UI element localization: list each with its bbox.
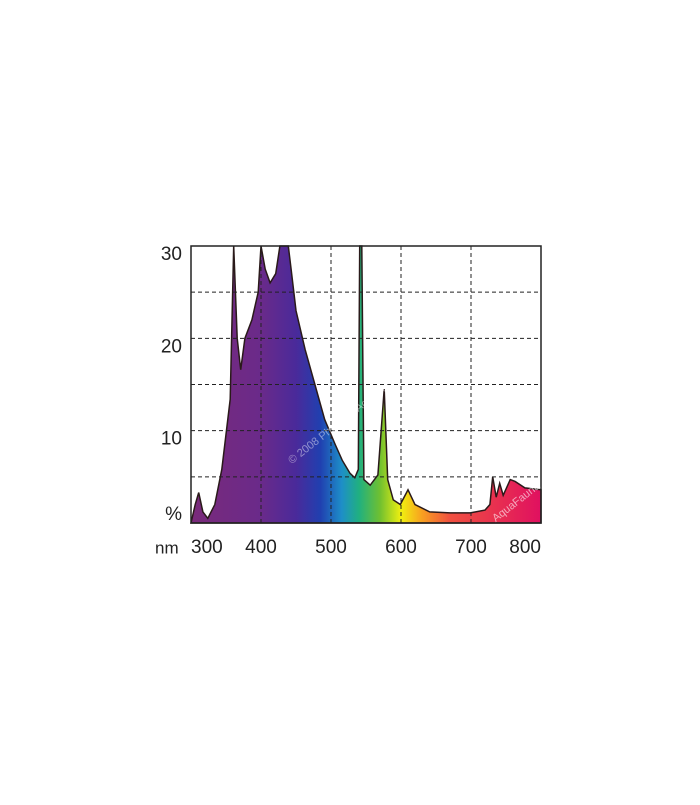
x-axis-label: nm xyxy=(155,538,179,557)
x-tick-label: 400 xyxy=(245,537,277,558)
plot-frame xyxy=(190,245,542,524)
y-axis-label: % xyxy=(165,504,182,525)
x-tick-label: 600 xyxy=(385,537,417,558)
x-tick-label: 500 xyxy=(315,537,347,558)
x-tick-label: 700 xyxy=(455,537,487,558)
spectrum-area xyxy=(190,245,542,524)
y-tick-label: 30 xyxy=(161,244,182,265)
x-tick-label: 300 xyxy=(191,537,223,558)
x-tick-label: 800 xyxy=(509,537,541,558)
y-tick-label: 20 xyxy=(161,336,182,357)
y-tick-label: 10 xyxy=(161,429,182,450)
